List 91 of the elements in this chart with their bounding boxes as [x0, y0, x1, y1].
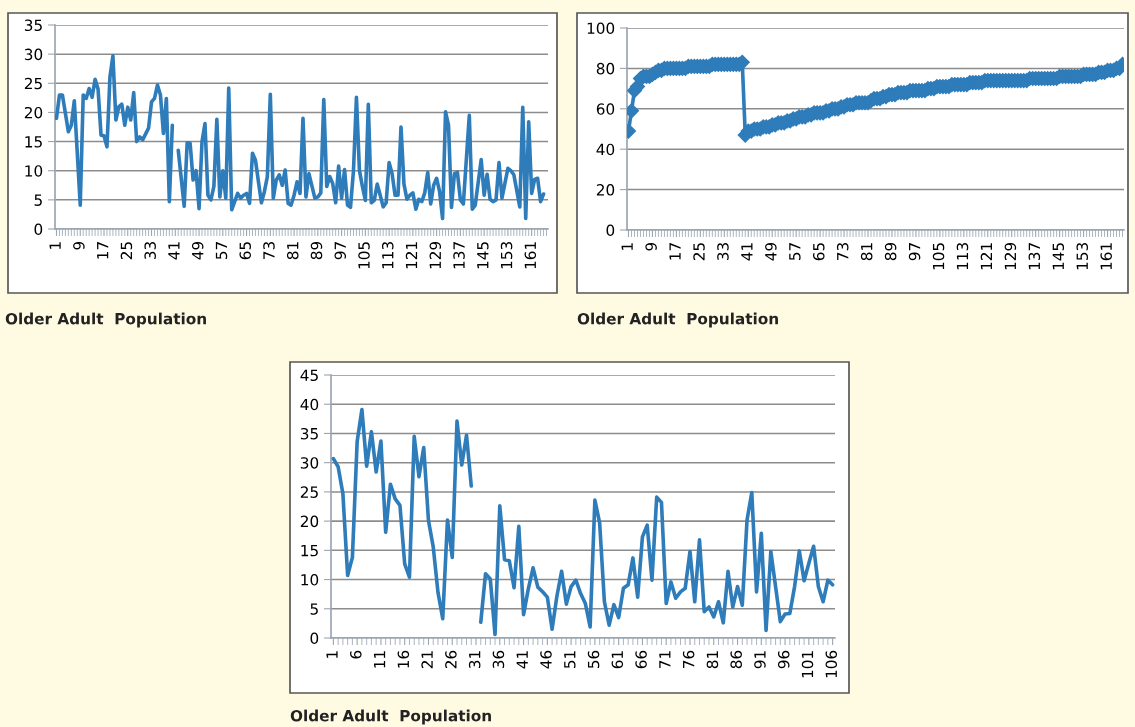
y-tick-label: 25	[300, 486, 318, 498]
y-tick-label: 5	[34, 194, 42, 206]
x-tick-label: 17	[97, 242, 109, 259]
x-tick-label: 153	[1076, 243, 1089, 270]
y-tick-label: 100	[587, 22, 615, 35]
x-tick-label: 66	[635, 650, 647, 669]
x-tick-label: 57	[215, 242, 228, 260]
text: Older Adult Population	[290, 709, 491, 725]
y-tick-label: 45	[300, 369, 318, 382]
x-tick-label: 76	[682, 650, 695, 668]
y-tick-label: 25	[24, 77, 42, 90]
x-tick-label: 41	[516, 651, 528, 669]
x-tick-label: 91	[754, 651, 766, 669]
x-tick-label: 121	[980, 243, 992, 270]
x-tick-label: 121	[405, 242, 418, 269]
x-tick-label: 17	[669, 243, 681, 260]
x-tick-label: 26	[445, 650, 457, 669]
y-tick-label: 0	[310, 632, 319, 645]
x-tick-label: 9	[73, 241, 85, 250]
y-tick-label: 80	[596, 62, 615, 75]
x-tick-label: 16	[397, 650, 410, 668]
x-tick-label: 25	[120, 242, 133, 260]
x-tick-label: 1	[326, 651, 338, 658]
x-tick-label: 49	[191, 241, 204, 260]
x-tick-label: 81	[286, 242, 299, 260]
x-tick-label: 41	[741, 243, 753, 261]
y-tick-label: 60	[596, 103, 615, 115]
x-tick-label: 113	[956, 243, 969, 270]
text: Older Adult Population	[5, 312, 206, 328]
x-tick-label: 86	[730, 650, 742, 669]
x-tick-label: 21	[421, 651, 433, 669]
x-tick-label: 161	[1100, 243, 1112, 270]
x-tick-label: 71	[659, 651, 671, 668]
y-tick-label: 0	[34, 223, 43, 236]
x-tick-label: 153	[500, 242, 513, 269]
x-tick-label: 137	[1028, 243, 1041, 270]
x-tick-label: 31	[468, 651, 481, 669]
y-tick-label: 30	[300, 457, 319, 469]
x-tick-label: 105	[932, 243, 945, 270]
x-tick-label: 51	[564, 651, 576, 669]
y-tick-label: 5	[310, 603, 318, 615]
x-tick-label: 73	[836, 243, 849, 260]
x-tick-label: 41	[168, 242, 180, 260]
x-tick-label: 61	[611, 651, 624, 669]
y-tick-label: 35	[300, 427, 318, 440]
y-tick-label: 15	[25, 136, 42, 148]
x-tick-label: 11	[374, 651, 386, 668]
x-tick-label: 96	[777, 650, 790, 669]
x-tick-label: 145	[1052, 243, 1065, 270]
y-tick-label: 15	[301, 545, 318, 557]
x-tick-label: 101	[801, 651, 814, 678]
y-tick-label: 30	[24, 48, 43, 61]
x-tick-label: 36	[492, 650, 505, 669]
x-tick-label: 145	[477, 242, 489, 269]
x-tick-label: 57	[789, 243, 801, 261]
x-tick-label: 46	[540, 650, 552, 669]
x-tick-label: 105	[358, 242, 370, 269]
x-tick-label: 137	[453, 242, 465, 269]
y-tick-label: 40	[596, 143, 615, 156]
y-tick-label: 10	[25, 165, 43, 177]
x-tick-label: 129	[429, 241, 442, 269]
x-tick-label: 25	[693, 243, 705, 261]
x-tick-label: 49	[765, 242, 777, 261]
x-tick-label: 65	[239, 242, 251, 260]
x-tick-label: 81	[860, 243, 873, 261]
x-tick-label: 33	[717, 243, 729, 261]
y-tick-label: 10	[301, 574, 319, 586]
y-tick-label: 40	[300, 398, 319, 411]
x-tick-label: 6	[350, 650, 362, 659]
x-tick-label: 89	[310, 241, 323, 260]
text: Older Adult Population	[577, 312, 778, 328]
x-tick-label: 113	[381, 242, 394, 269]
x-tick-label: 97	[334, 242, 347, 260]
x-tick-label: 9	[645, 242, 657, 251]
x-tick-label: 129	[1004, 242, 1017, 270]
x-tick-label: 1	[621, 243, 633, 250]
x-tick-label: 73	[263, 242, 275, 259]
x-tick-label: 65	[812, 243, 825, 261]
x-tick-label: 161	[524, 242, 537, 269]
y-tick-label: 20	[24, 106, 43, 119]
x-tick-label: 89	[884, 242, 897, 261]
x-tick-label: 56	[587, 650, 600, 669]
x-tick-label: 81	[706, 651, 719, 669]
y-tick-label: 0	[606, 224, 615, 237]
y-tick-label: 35	[24, 19, 42, 32]
x-tick-label: 106	[825, 650, 838, 678]
x-tick-label: 33	[144, 242, 156, 260]
x-tick-label: 97	[908, 243, 921, 261]
y-tick-label: 20	[300, 515, 319, 528]
y-tick-label: 20	[596, 184, 615, 196]
x-tick-label: 1	[49, 242, 61, 249]
